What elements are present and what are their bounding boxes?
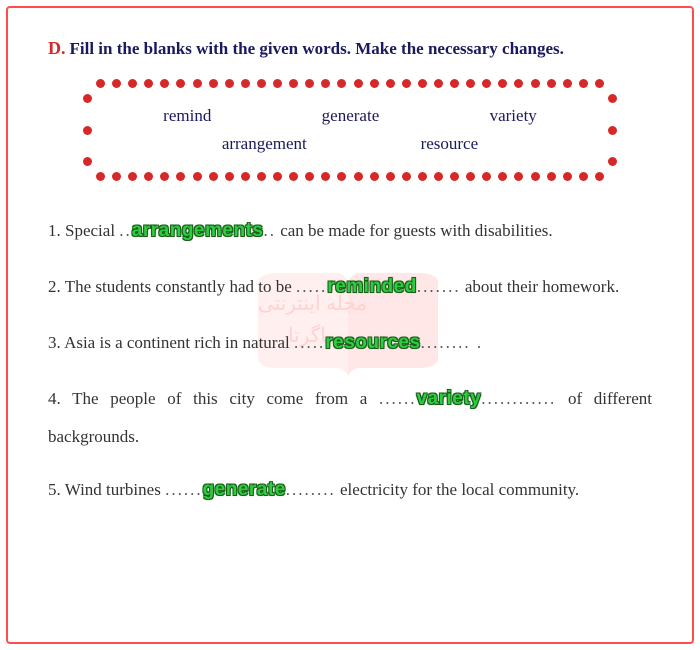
questions-list: 1. Special ..arrangements.. can be made … xyxy=(48,211,652,510)
dot-border-top xyxy=(78,79,622,88)
question-3: 3. Asia is a continent rich in natural .… xyxy=(48,323,652,363)
word-bank-row-2: arrangement resource xyxy=(108,130,592,158)
q1-num: 1. xyxy=(48,221,61,240)
q4-answer: variety xyxy=(416,388,481,409)
q5-answer: generate xyxy=(203,479,286,500)
instruction-text: Fill in the blanks with the given words.… xyxy=(70,39,564,58)
q1-answer: arrangements xyxy=(132,220,264,241)
section-letter: D. xyxy=(48,38,66,58)
word-remind: remind xyxy=(163,106,211,126)
q2-blank-post: ....... xyxy=(417,277,461,296)
q2-answer: reminded xyxy=(327,276,417,297)
q3-answer: resources xyxy=(325,332,420,353)
exercise-header: D. Fill in the blanks with the given wor… xyxy=(48,38,652,59)
q4-blank-pre: ...... xyxy=(379,389,417,408)
q3-blank-post: ........ . xyxy=(421,333,484,352)
q4-pre: The people of this city come from a xyxy=(72,389,367,408)
q1-pre: Special xyxy=(65,221,115,240)
q3-pre: Asia is a continent rich in natural xyxy=(64,333,290,352)
question-4: 4. The people of this city come from a .… xyxy=(48,379,652,455)
q5-pre: Wind turbines xyxy=(65,480,161,499)
q2-pre: The students constantly had to be xyxy=(65,277,292,296)
question-2: 2. The students constantly had to be ...… xyxy=(48,267,652,307)
q5-num: 5. xyxy=(48,480,61,499)
q5-blank-pre: ...... xyxy=(165,480,203,499)
q3-blank-pre: ..... xyxy=(294,333,325,352)
q2-num: 2. xyxy=(48,277,61,296)
q5-post: electricity for the local community. xyxy=(340,480,579,499)
word-resource: resource xyxy=(421,134,479,154)
word-bank: remind generate variety arrangement reso… xyxy=(78,84,622,176)
word-bank-row-1: remind generate variety xyxy=(108,102,592,130)
word-variety: variety xyxy=(490,106,537,126)
q3-num: 3. xyxy=(48,333,61,352)
word-generate: generate xyxy=(322,106,380,126)
dot-border-bottom xyxy=(78,172,622,181)
question-5: 5. Wind turbines ......generate........ … xyxy=(48,470,652,510)
q1-blank-pre: .. xyxy=(119,221,132,240)
q4-num: 4. xyxy=(48,389,61,408)
question-1: 1. Special ..arrangements.. can be made … xyxy=(48,211,652,251)
q2-blank-pre: ..... xyxy=(296,277,327,296)
q5-blank-post: ........ xyxy=(286,480,336,499)
word-arrangement: arrangement xyxy=(222,134,307,154)
dot-border-left xyxy=(83,94,92,166)
q2-post: about their homework. xyxy=(465,277,619,296)
q1-blank-post: .. xyxy=(263,221,276,240)
q1-post: can be made for guests with disabilities… xyxy=(280,221,552,240)
q4-blank-post: ............ xyxy=(481,389,556,408)
dot-border-right xyxy=(608,94,617,166)
